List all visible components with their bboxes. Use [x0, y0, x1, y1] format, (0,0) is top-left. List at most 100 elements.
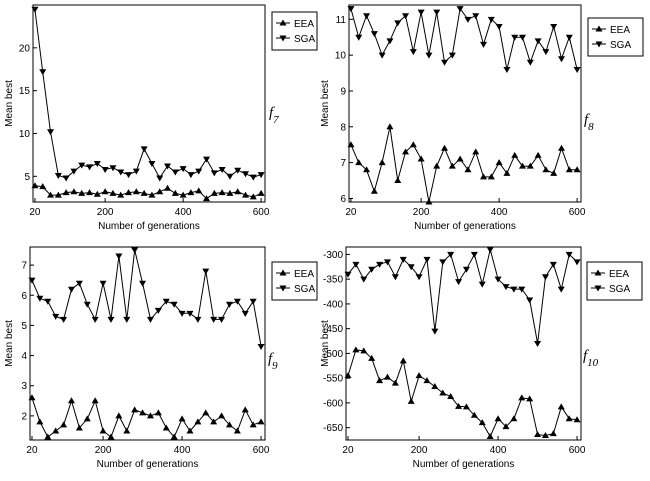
- y-tick-label: 6: [340, 194, 346, 205]
- y-tick-label: -550: [323, 374, 343, 385]
- data-point-eea: [352, 346, 360, 353]
- data-point-eea: [402, 148, 410, 155]
- data-point-eea: [195, 187, 203, 194]
- data-point-eea: [203, 195, 211, 202]
- data-point-sga: [494, 276, 502, 283]
- data-point-eea: [441, 144, 449, 151]
- data-point-sga: [140, 146, 148, 153]
- data-point-eea: [67, 397, 75, 404]
- data-point-eea: [550, 169, 558, 176]
- data-point-eea: [52, 427, 60, 434]
- data-point-sga: [178, 310, 186, 317]
- data-point-eea: [242, 191, 250, 198]
- series-line-sga: [31, 249, 262, 347]
- data-point-eea: [225, 421, 233, 428]
- x-tick-label: 600: [253, 207, 270, 218]
- x-axis-label: Number of generations: [414, 221, 516, 232]
- data-point-sga: [60, 316, 68, 323]
- data-point-eea: [156, 188, 164, 195]
- data-point-sga: [495, 23, 503, 30]
- data-point-eea: [226, 189, 234, 196]
- data-point-sga: [249, 174, 257, 181]
- data-point-eea: [503, 169, 511, 176]
- data-point-sga: [383, 259, 391, 266]
- x-tick-label: 600: [569, 207, 586, 218]
- data-point-sga: [431, 328, 439, 335]
- data-point-eea: [502, 423, 510, 430]
- data-point-sga: [439, 259, 447, 266]
- data-point-eea: [423, 377, 431, 384]
- function-label-base: f: [268, 351, 274, 367]
- data-point-sga: [233, 298, 241, 305]
- data-point-sga: [502, 284, 510, 291]
- data-point-sga: [433, 9, 441, 16]
- data-point-sga: [132, 168, 140, 175]
- data-point-eea: [99, 427, 107, 434]
- data-point-sga: [70, 168, 78, 175]
- data-point-sga: [47, 129, 55, 136]
- data-point-sga: [86, 164, 94, 171]
- data-point-eea: [376, 377, 384, 384]
- data-point-eea: [394, 177, 402, 184]
- data-point-eea: [462, 403, 470, 410]
- y-tick-label: 2: [21, 411, 27, 422]
- data-point-eea: [249, 421, 257, 428]
- data-point-sga: [52, 313, 60, 320]
- data-point-sga: [62, 175, 70, 182]
- data-point-eea: [573, 166, 581, 173]
- y-tick-label: 3: [21, 381, 27, 392]
- data-point-sga: [115, 253, 123, 260]
- data-point-sga: [99, 280, 107, 287]
- y-tick-label: 4: [21, 351, 27, 362]
- x-tick-label: 200: [411, 445, 428, 456]
- data-point-sga: [386, 38, 394, 45]
- data-point-eea: [478, 419, 486, 426]
- function-label-base: f: [269, 105, 275, 121]
- data-point-eea: [368, 354, 376, 361]
- data-point-sga: [565, 251, 573, 258]
- data-point-eea: [494, 415, 502, 422]
- data-point-eea: [70, 188, 78, 195]
- x-tick-label: 20: [29, 207, 41, 218]
- y-axis-label: Mean best: [320, 80, 331, 127]
- y-tick-label: -500: [323, 349, 343, 360]
- data-point-sga: [101, 166, 109, 173]
- data-point-sga: [67, 286, 75, 293]
- data-point-eea: [139, 409, 147, 416]
- data-point-eea: [480, 173, 488, 180]
- data-point-eea: [565, 415, 573, 422]
- data-point-sga: [478, 281, 486, 288]
- data-point-sga: [146, 316, 154, 323]
- data-point-eea: [148, 191, 156, 198]
- data-point-sga: [417, 9, 425, 16]
- data-point-eea: [386, 123, 394, 130]
- data-point-eea: [510, 415, 518, 422]
- data-point-eea: [407, 397, 415, 404]
- data-point-eea: [455, 402, 463, 409]
- data-point-eea: [495, 159, 503, 166]
- data-point-sga: [534, 341, 542, 347]
- legend-label: EEA: [294, 269, 314, 280]
- function-label-subscript: 7: [273, 114, 279, 126]
- data-point-sga: [519, 34, 527, 41]
- data-point-eea: [218, 412, 226, 419]
- data-point-sga: [394, 20, 402, 27]
- data-point-eea: [344, 372, 352, 379]
- data-point-sga: [402, 13, 410, 20]
- y-axis-label: Mean best: [320, 320, 331, 367]
- x-tick-label: 200: [413, 207, 430, 218]
- data-point-sga: [162, 298, 170, 305]
- data-point-eea: [519, 162, 527, 169]
- data-point-sga: [470, 251, 478, 258]
- y-axis-label: Mean best: [4, 80, 15, 127]
- data-point-sga: [573, 259, 581, 266]
- data-point-sga: [179, 166, 187, 173]
- data-point-eea: [391, 379, 399, 386]
- y-tick-label: 9: [340, 86, 346, 97]
- data-point-sga: [391, 274, 399, 281]
- data-point-eea: [360, 347, 368, 354]
- data-point-sga: [557, 286, 565, 293]
- data-point-sga: [39, 69, 47, 76]
- data-point-sga: [131, 247, 139, 254]
- data-point-eea: [557, 403, 565, 410]
